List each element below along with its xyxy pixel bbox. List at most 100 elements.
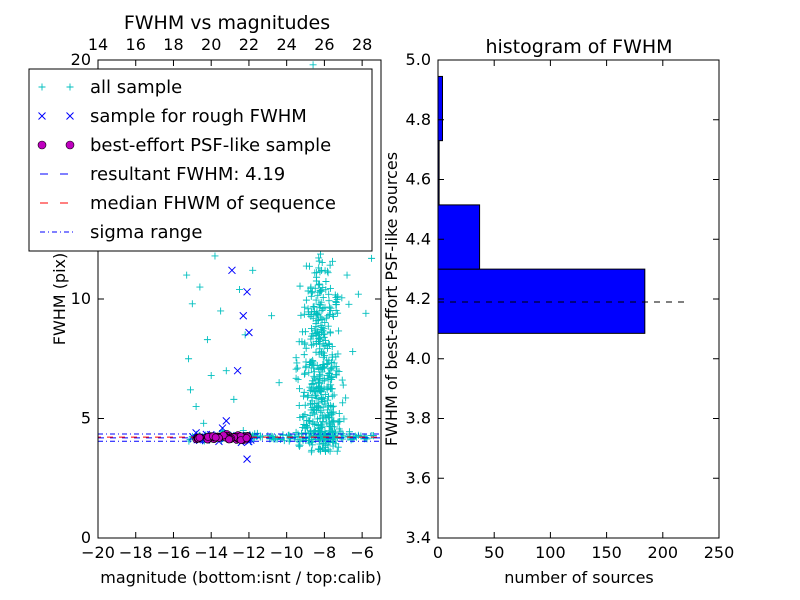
x-tick-label: 0 [433, 543, 443, 562]
all-sample-point [308, 341, 316, 349]
all-sample-point [338, 376, 346, 384]
all-sample-point [317, 329, 325, 337]
all-sample-point [323, 344, 331, 352]
all-sample-point [316, 304, 324, 312]
histogram-bar [437, 204, 481, 270]
all-sample-point [312, 323, 320, 331]
all-sample-point [310, 368, 318, 376]
all-sample-point [301, 424, 309, 432]
all-sample-point [299, 392, 307, 400]
all-sample-point [241, 331, 249, 339]
psf-sample-point [195, 433, 204, 442]
y-tick-label: 3.4 [406, 528, 431, 547]
all-sample-point [315, 280, 323, 288]
all-sample-point [315, 264, 323, 272]
all-sample-point [339, 399, 347, 407]
legend-entry: sigma range [40, 222, 202, 243]
all-sample-point [326, 284, 334, 292]
all-sample-point [326, 409, 334, 417]
all-sample-point [297, 311, 305, 319]
all-sample-point [327, 381, 335, 389]
y-tick-label: 4.4 [406, 229, 431, 248]
all-sample-point [308, 288, 316, 296]
all-sample-point [335, 327, 343, 335]
all-sample-point [309, 314, 317, 322]
legend-label: all sample [90, 77, 182, 98]
all-sample-point [196, 283, 204, 291]
all-sample-point [317, 384, 325, 392]
all-sample-point [324, 359, 332, 367]
top-tick-label: 14 [88, 35, 108, 54]
all-sample-point [249, 266, 257, 274]
x-tick-label: −12 [232, 543, 266, 562]
all-sample-point [188, 300, 196, 308]
all-sample-point [313, 421, 321, 429]
y-tick-label: 4.6 [406, 170, 431, 189]
legend-label: resultant FWHM: 4.19 [90, 164, 285, 185]
all-sample-point [316, 250, 324, 258]
legend-marker-plus [66, 83, 74, 91]
all-sample-point [307, 325, 315, 333]
all-sample-point [304, 393, 312, 401]
all-sample-point [310, 302, 318, 310]
all-sample-point [304, 308, 312, 316]
all-sample-point [203, 336, 211, 344]
all-sample-point [318, 315, 326, 323]
all-sample-point [313, 394, 321, 402]
top-tick-label: 22 [239, 35, 259, 54]
y-tick-label: 5 [81, 409, 91, 428]
all-sample-point [333, 447, 341, 455]
rough-sample-point [218, 424, 227, 432]
all-sample-point [309, 432, 317, 440]
all-sample-point [315, 372, 323, 380]
rough-sample-point [243, 455, 251, 463]
all-sample-point [329, 257, 337, 265]
all-sample-point [292, 354, 300, 362]
histogram-y-axis: 3.4 3.6 3.8 4.0 4.2 4.4 4.6 4.8 5.0 [406, 50, 719, 547]
all-sample-point [332, 300, 340, 308]
x-tick-label: 100 [535, 543, 566, 562]
all-sample-point [317, 298, 325, 306]
histogram-y-axis-label: FWHM of best-effort PSF-like sources [382, 152, 401, 446]
histogram-x-axis: 0 50 100 150 200 250 [433, 60, 734, 562]
y-tick-label: 4.0 [406, 349, 431, 368]
histogram-plot-area [437, 75, 686, 334]
all-sample-point [325, 290, 333, 298]
all-sample-point [327, 358, 335, 366]
top-tick-label: 20 [201, 35, 221, 54]
x-tick-label: −8 [313, 543, 337, 562]
all-sample-point [267, 432, 275, 440]
all-sample-point [311, 326, 319, 334]
all-sample-point [340, 415, 348, 423]
all-sample-point [324, 396, 332, 404]
all-sample-point [300, 351, 308, 359]
all-sample-point [321, 391, 329, 399]
all-sample-point [186, 386, 194, 394]
x-tick-label: 50 [484, 543, 504, 562]
all-sample-point [317, 287, 325, 295]
psf-sample-series [192, 430, 252, 445]
histogram-panel: histogram of FWHM 0 50 100 150 200 250 3.4 3.6… [382, 36, 734, 587]
all-sample-point [320, 333, 328, 341]
all-sample-point [308, 289, 316, 297]
histogram-x-axis-label: number of sources [504, 568, 654, 587]
all-sample-point [317, 364, 325, 372]
y-tick-label: 4.2 [406, 289, 431, 308]
all-sample-point [318, 258, 326, 266]
all-sample-point [319, 394, 327, 402]
all-sample-point [313, 383, 321, 391]
all-sample-point [280, 437, 288, 445]
all-sample-point [319, 294, 327, 302]
all-sample-point [316, 340, 324, 348]
all-sample-point [319, 284, 327, 292]
all-sample-point [315, 254, 323, 262]
all-sample-point [319, 305, 327, 313]
all-sample-point [295, 385, 303, 393]
all-sample-point [317, 431, 325, 439]
all-sample-point [316, 268, 324, 276]
legend-marker-x [38, 112, 46, 120]
histogram-title: histogram of FWHM [485, 36, 672, 58]
all-sample-point [305, 262, 313, 270]
all-sample-point [327, 306, 335, 314]
all-sample-point [325, 370, 333, 378]
